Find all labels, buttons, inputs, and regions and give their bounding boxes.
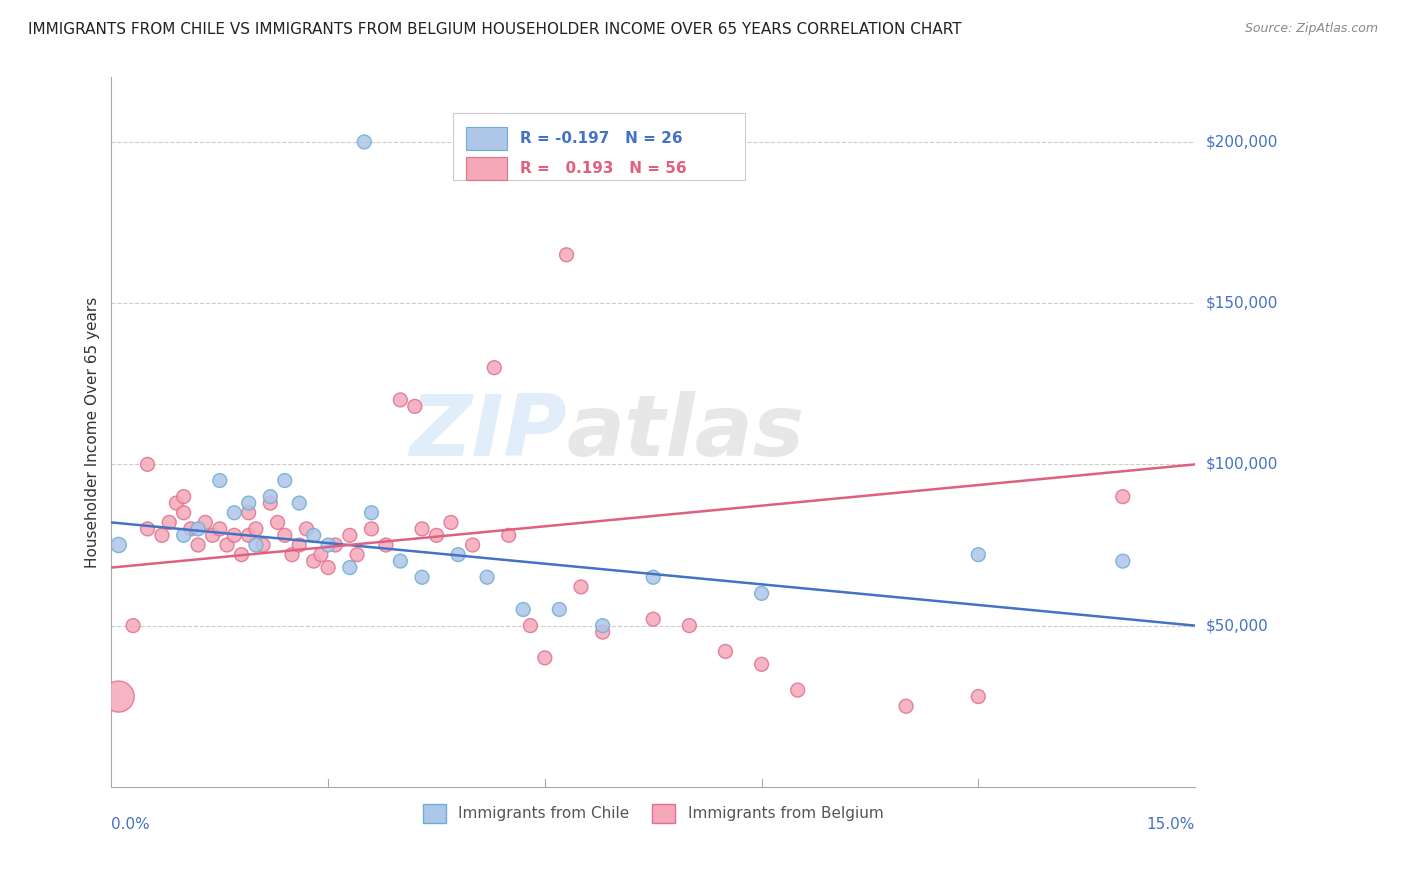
Point — [374, 538, 396, 552]
Point — [404, 400, 426, 414]
Point — [751, 657, 773, 672]
FancyBboxPatch shape — [465, 128, 508, 150]
Point — [238, 496, 260, 510]
Point — [643, 612, 665, 626]
Point — [150, 528, 173, 542]
Point — [302, 528, 325, 542]
FancyBboxPatch shape — [465, 158, 508, 180]
Point — [548, 602, 571, 616]
Point — [339, 560, 361, 574]
Point — [967, 548, 990, 562]
Point — [484, 360, 506, 375]
Point — [295, 522, 318, 536]
Point — [389, 392, 412, 407]
Point — [231, 548, 253, 562]
Text: $100,000: $100,000 — [1206, 457, 1278, 472]
Point — [259, 490, 281, 504]
Point — [894, 699, 917, 714]
Point — [165, 496, 187, 510]
Text: atlas: atlas — [567, 391, 804, 474]
Point — [519, 618, 541, 632]
Point — [288, 496, 311, 510]
Point — [136, 458, 159, 472]
Point — [224, 528, 246, 542]
Text: $50,000: $50,000 — [1206, 618, 1268, 633]
Point — [302, 554, 325, 568]
Point — [309, 548, 332, 562]
Point — [360, 522, 382, 536]
Point — [136, 522, 159, 536]
Point — [555, 248, 578, 262]
Point — [786, 683, 808, 698]
Point — [569, 580, 592, 594]
Point — [1112, 490, 1135, 504]
Text: R = -0.197   N = 26: R = -0.197 N = 26 — [520, 131, 682, 146]
Point — [325, 538, 347, 552]
Point — [1112, 554, 1135, 568]
Text: Source: ZipAtlas.com: Source: ZipAtlas.com — [1244, 22, 1378, 36]
Point — [592, 625, 614, 640]
Point — [208, 522, 231, 536]
Point — [187, 522, 209, 536]
Point — [967, 690, 990, 704]
Point — [122, 618, 145, 632]
Point — [157, 516, 180, 530]
Point — [316, 538, 339, 552]
Point — [339, 528, 361, 542]
Text: R =   0.193   N = 56: R = 0.193 N = 56 — [520, 161, 686, 177]
Text: ZIP: ZIP — [409, 391, 567, 474]
Point — [389, 554, 412, 568]
Point — [274, 528, 297, 542]
Point — [201, 528, 224, 542]
Point — [245, 538, 267, 552]
Point — [274, 474, 297, 488]
Point — [252, 538, 274, 552]
Point — [360, 506, 382, 520]
Point — [440, 516, 463, 530]
Point — [180, 522, 202, 536]
Text: $200,000: $200,000 — [1206, 135, 1278, 150]
Point — [245, 522, 267, 536]
Point — [498, 528, 520, 542]
Point — [238, 528, 260, 542]
Point — [592, 618, 614, 632]
Point — [208, 474, 231, 488]
Point — [194, 516, 217, 530]
Text: IMMIGRANTS FROM CHILE VS IMMIGRANTS FROM BELGIUM HOUSEHOLDER INCOME OVER 65 YEAR: IMMIGRANTS FROM CHILE VS IMMIGRANTS FROM… — [28, 22, 962, 37]
Point — [187, 538, 209, 552]
Point — [259, 496, 281, 510]
Text: 15.0%: 15.0% — [1147, 817, 1195, 832]
Point — [215, 538, 238, 552]
Point — [346, 548, 368, 562]
Y-axis label: Householder Income Over 65 years: Householder Income Over 65 years — [86, 296, 100, 568]
Point — [643, 570, 665, 584]
Point — [411, 570, 433, 584]
Point — [224, 506, 246, 520]
Point — [107, 538, 129, 552]
Point — [173, 506, 195, 520]
Point — [266, 516, 288, 530]
FancyBboxPatch shape — [453, 113, 745, 180]
Text: 0.0%: 0.0% — [111, 817, 150, 832]
Point — [173, 490, 195, 504]
Point — [281, 548, 304, 562]
Point — [534, 651, 557, 665]
Point — [512, 602, 534, 616]
Point — [288, 538, 311, 552]
Point — [461, 538, 484, 552]
Point — [751, 586, 773, 600]
Point — [316, 560, 339, 574]
Point — [475, 570, 498, 584]
Point — [447, 548, 470, 562]
Point — [714, 644, 737, 658]
Point — [353, 135, 375, 149]
Point — [173, 528, 195, 542]
Point — [678, 618, 700, 632]
Point — [411, 522, 433, 536]
Legend: Immigrants from Chile, Immigrants from Belgium: Immigrants from Chile, Immigrants from B… — [418, 798, 890, 829]
Point — [425, 528, 447, 542]
Point — [107, 690, 129, 704]
Text: $150,000: $150,000 — [1206, 295, 1278, 310]
Point — [238, 506, 260, 520]
